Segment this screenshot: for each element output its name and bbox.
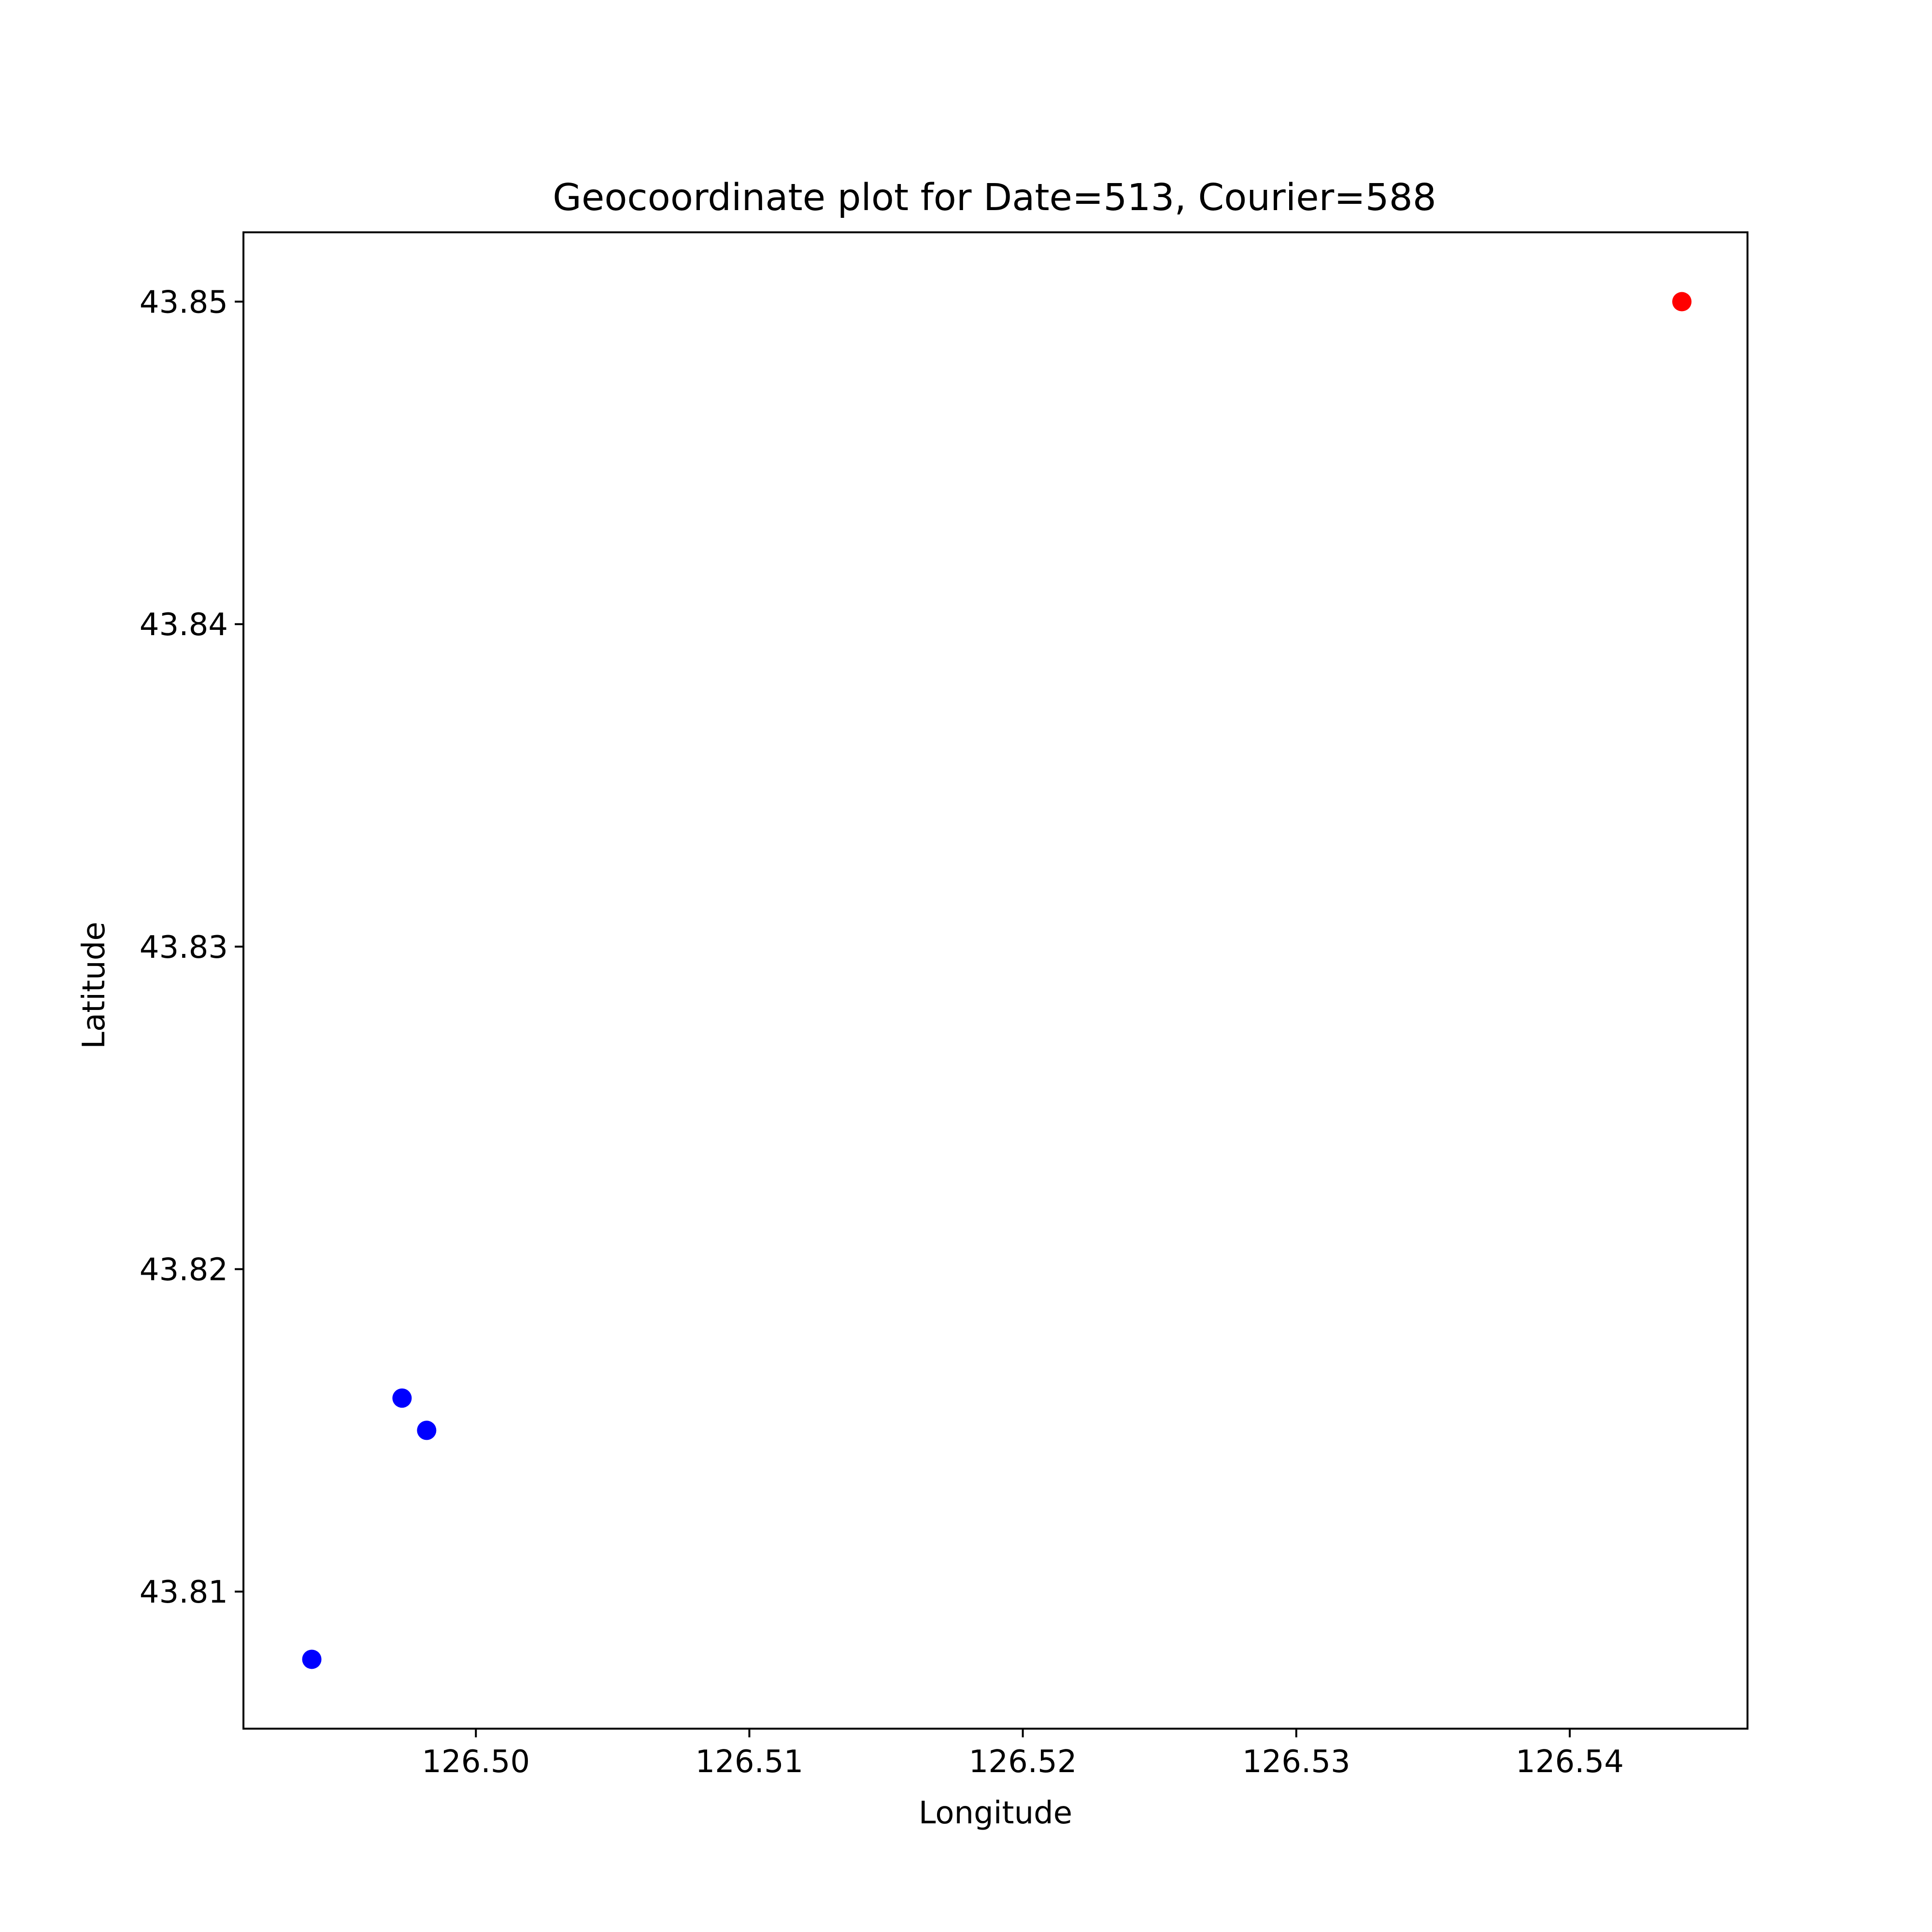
data-point	[1672, 292, 1692, 312]
y-axis-label: Latitude	[76, 922, 112, 1049]
x-tick-label: 126.52	[969, 1744, 1077, 1780]
y-tick-label: 43.85	[140, 285, 228, 321]
x-tick-label: 126.51	[695, 1744, 803, 1780]
y-axis-ticks: 43.81 43.82 43.83 43.84 43.85	[140, 285, 243, 1610]
x-axis-label: Longitude	[919, 1795, 1072, 1831]
data-point	[302, 1649, 322, 1669]
y-tick-label: 43.81	[140, 1575, 228, 1610]
y-tick-label: 43.82	[140, 1252, 228, 1288]
y-tick-label: 43.84	[140, 607, 228, 643]
data-points	[302, 292, 1692, 1669]
x-axis-ticks: 126.50 126.51 126.52 126.53 126.54	[422, 1729, 1624, 1780]
x-tick-label: 126.53	[1242, 1744, 1350, 1780]
plot-area-frame	[242, 231, 1748, 1730]
x-tick-label: 126.50	[422, 1744, 530, 1780]
x-tick-label: 126.54	[1516, 1744, 1624, 1780]
y-tick-label: 43.83	[140, 930, 228, 966]
chart-title: Geocoordinate plot for Date=513, Courier…	[553, 176, 1436, 219]
data-point	[392, 1388, 412, 1408]
data-point	[417, 1421, 437, 1440]
